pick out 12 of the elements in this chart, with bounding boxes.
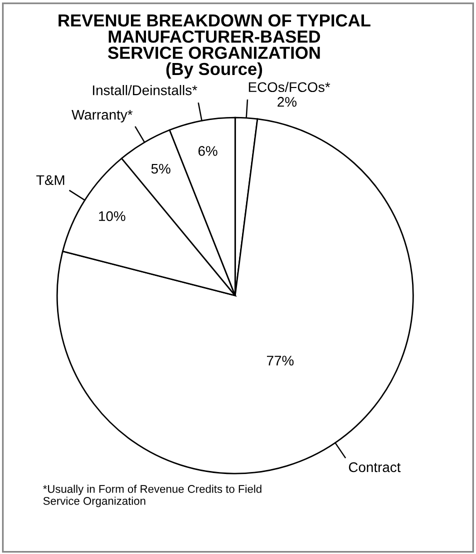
slice-label: T&M <box>36 175 64 186</box>
data-label: 77% <box>266 356 294 366</box>
slice-label: Install/Deinstalls* <box>92 85 198 96</box>
slice-label: ECOs/FCOs* <box>248 82 330 92</box>
slice-label: Contract <box>348 462 401 472</box>
data-label: 10% <box>99 211 126 222</box>
chart-title: REVENUE BREAKDOWN OF TYPICAL MANUFACTURER-BASED SERVICE ORGANIZATION (By Source) <box>58 14 370 79</box>
data-label: 5% <box>151 164 170 174</box>
text: *Usually in Form of Revenue Credits to Field Service Organization <box>43 484 262 508</box>
slice-label: Warranty* <box>72 110 133 122</box>
data-label: 2% <box>278 96 296 107</box>
data-label: 6% <box>198 146 218 156</box>
